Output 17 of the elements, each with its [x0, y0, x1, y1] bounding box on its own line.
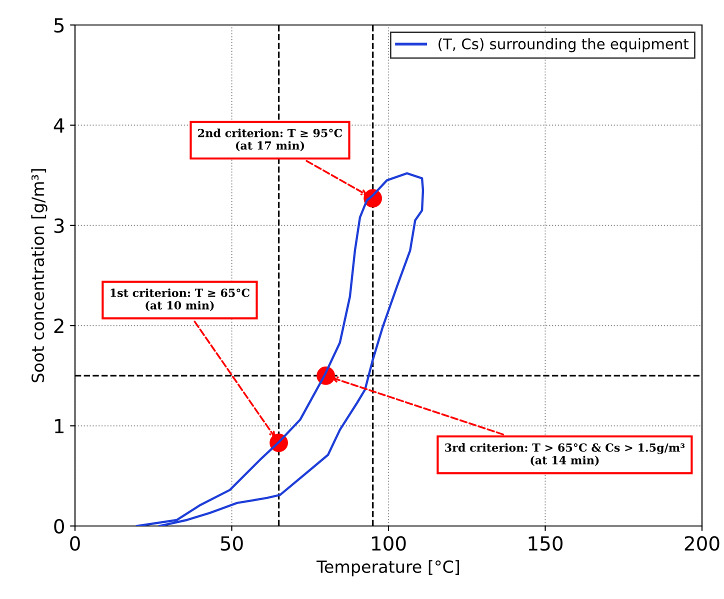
x-axis-title: Temperature [°C] — [316, 560, 459, 576]
y-tick-label: 4 — [54, 118, 64, 133]
annotation: 1st criterion: T ≥ 65°C (at 10 min) — [110, 288, 250, 312]
y-tick-label: 0 — [54, 518, 64, 534]
y-tick-label: 2 — [54, 318, 64, 333]
y-axis-title: Soot concentration [g/m³] — [31, 169, 48, 382]
annotation: 3rd criterion: T > 65°C & Cs > 1.5g/m³ (at 14 min) — [445, 443, 685, 466]
x-tick-label: 0 — [70, 536, 80, 551]
y-tick-label: 1 — [55, 419, 64, 434]
y-tick-label: 5 — [54, 18, 64, 33]
x-tick-label: 50 — [220, 536, 243, 551]
x-tick-label: 150 — [528, 536, 563, 551]
x-tick-label: 100 — [372, 536, 406, 551]
legend-label: (T, Cs) surrounding the equipment — [438, 38, 689, 52]
x-tick-label: 200 — [684, 536, 720, 551]
y-tick-label: 3 — [54, 218, 64, 234]
annotation: 2nd criterion: T ≥ 95°C (at 17 min) — [198, 128, 342, 152]
